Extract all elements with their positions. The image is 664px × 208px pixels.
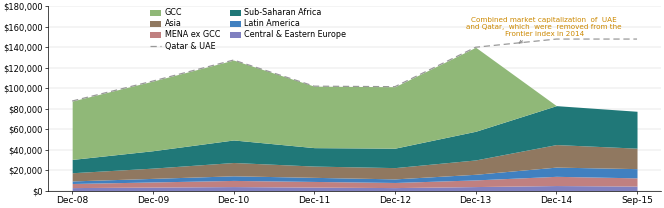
Legend: GCC, Asia, MENA ex GCC, Qatar & UAE, Sub-Saharan Africa, Latin America, Central : GCC, Asia, MENA ex GCC, Qatar & UAE, Sub… [150,9,346,51]
Text: Combined market capitalization  of  UAE
and Qatar,  which  were  removed from th: Combined market capitalization of UAE an… [466,16,622,43]
